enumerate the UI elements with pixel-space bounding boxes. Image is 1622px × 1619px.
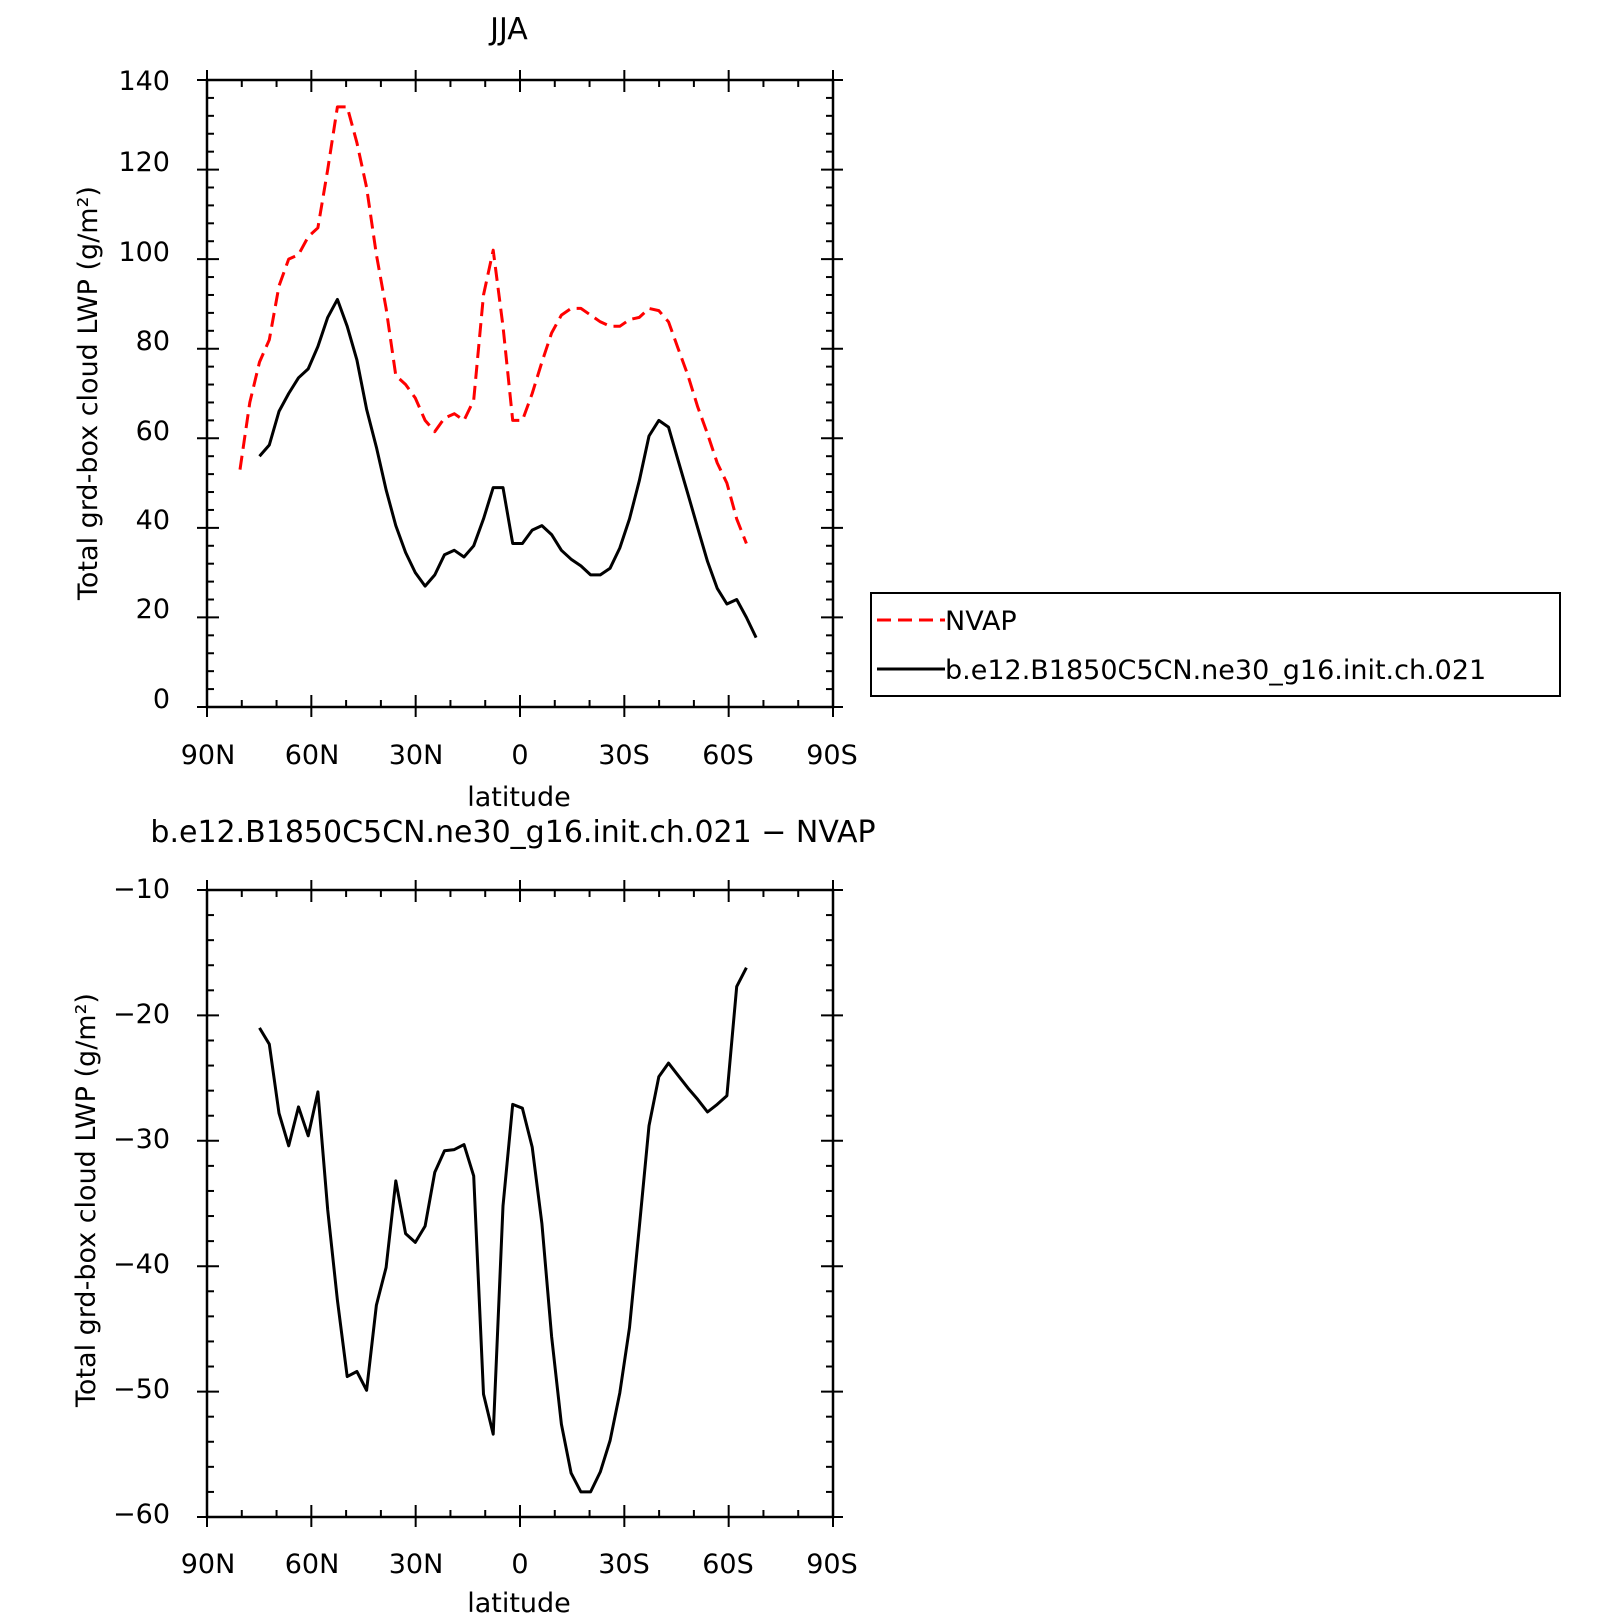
series-line-model: [258, 297, 758, 639]
x-tick-label: 30S: [598, 740, 650, 771]
y-tick-label: 40: [136, 505, 170, 536]
x-tick-label: 30N: [389, 1549, 444, 1580]
series-line-nvap: [238, 105, 748, 545]
top-x-tick-labels: 90N 60N 30N 0 30S 60S 90S: [181, 740, 858, 771]
bottom-panel: b.e12.B1850C5CN.ne30_g16.init.ch.021 − N…: [71, 815, 876, 1619]
top-series-lines: [238, 105, 758, 639]
y-tick-label: −30: [113, 1124, 170, 1155]
x-tick-label: 0: [511, 740, 528, 771]
top-title: JJA: [488, 12, 528, 47]
bottom-series-lines: [258, 967, 748, 1494]
y-tick-label: 140: [118, 66, 170, 97]
top-y-axis-label: Total grd-box cloud LWP (g/m²): [73, 186, 104, 601]
top-plot-frame: [205, 78, 835, 709]
top-y-tick-labels: 0 20 40 60 80 100 120 140: [118, 66, 170, 715]
bottom-ticks: [197, 880, 843, 1527]
x-tick-label: 90S: [806, 740, 858, 771]
legend: NVAP b.e12.B1850C5CN.ne30_g16.init.ch.02…: [870, 592, 1561, 697]
x-tick-label: 90N: [181, 740, 236, 771]
bottom-title: b.e12.B1850C5CN.ne30_g16.init.ch.021 − N…: [150, 815, 875, 850]
x-tick-label: 30N: [389, 740, 444, 771]
x-tick-label: 0: [511, 1549, 528, 1580]
top-x-axis-label: latitude: [467, 782, 571, 813]
y-tick-label: −50: [113, 1374, 170, 1405]
x-tick-label: 60S: [702, 740, 754, 771]
top-panel: JJA 0 20 40 60 80 100 120 140 90N 60N 30…: [73, 12, 1561, 813]
y-tick-label: 60: [136, 416, 170, 447]
x-tick-label: 90S: [806, 1549, 858, 1580]
y-tick-label: 120: [118, 147, 170, 178]
legend-label-model: b.e12.B1850C5CN.ne30_g16.init.ch.021: [945, 655, 1486, 686]
bottom-y-axis-label: Total grd-box cloud LWP (g/m²): [71, 993, 102, 1408]
x-tick-label: 60S: [702, 1549, 754, 1580]
bottom-x-tick-labels: 90N 60N 30N 0 30S 60S 90S: [181, 1549, 858, 1580]
bottom-plot-frame: [205, 888, 835, 1519]
x-tick-label: 30S: [598, 1549, 650, 1580]
series-line-difference: [258, 967, 748, 1494]
y-tick-label: −40: [113, 1249, 170, 1280]
y-tick-label: 100: [118, 237, 170, 268]
y-tick-label: 80: [136, 326, 170, 357]
x-tick-label: 60N: [285, 740, 340, 771]
y-tick-label: 0: [153, 684, 170, 715]
y-tick-label: −20: [113, 999, 170, 1030]
bottom-y-tick-labels: −60 −50 −40 −30 −20 −10: [113, 874, 170, 1530]
x-tick-label: 90N: [181, 1549, 236, 1580]
legend-label-nvap: NVAP: [945, 606, 1017, 637]
bottom-x-axis-label: latitude: [467, 1588, 571, 1619]
y-tick-label: 20: [136, 594, 170, 625]
legend-box: [870, 592, 1561, 697]
y-tick-label: −60: [113, 1499, 170, 1530]
x-tick-label: 60N: [285, 1549, 340, 1580]
y-tick-label: −10: [113, 874, 170, 905]
